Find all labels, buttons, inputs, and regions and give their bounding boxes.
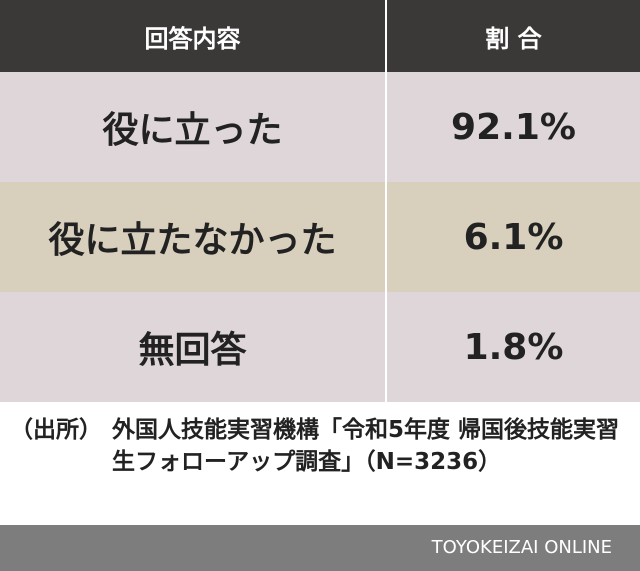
- table-body: 役に立った 92.1% 役に立たなかった 6.1% 無回答 1.8%: [0, 72, 640, 402]
- footer-brand: TOYOKEIZAI ONLINE: [431, 537, 612, 558]
- footer-bar: TOYOKEIZAI ONLINE: [0, 525, 640, 571]
- source-text: 外国人技能実習機構「令和5年度 帰国後技能実習生フォローアップ調査」（N=323…: [112, 417, 620, 475]
- table-row: 役に立たなかった 6.1%: [0, 182, 640, 292]
- ratio-cell: 6.1%: [386, 182, 640, 292]
- ratio-cell: 92.1%: [386, 72, 640, 182]
- source-label: （出所）: [10, 417, 102, 443]
- answer-cell: 無回答: [0, 292, 387, 402]
- result-table: 回答内容 割 合 役に立った 92.1% 役に立たなかった 6.1% 無回答 1.8%: [0, 0, 640, 402]
- answer-cell: 役に立った: [0, 72, 387, 182]
- answer-cell: 役に立たなかった: [0, 182, 387, 292]
- header-row: 回答内容 割 合: [0, 0, 640, 72]
- header-cell: 回答内容: [0, 0, 387, 72]
- table-row: 無回答 1.8%: [0, 292, 640, 402]
- table-row: 役に立った 92.1%: [0, 72, 640, 182]
- header-cell: 割 合: [386, 0, 640, 72]
- source-note: （出所） 外国人技能実習機構「令和5年度 帰国後技能実習生フォローアップ調査」（…: [10, 414, 630, 478]
- ratio-cell: 1.8%: [386, 292, 640, 402]
